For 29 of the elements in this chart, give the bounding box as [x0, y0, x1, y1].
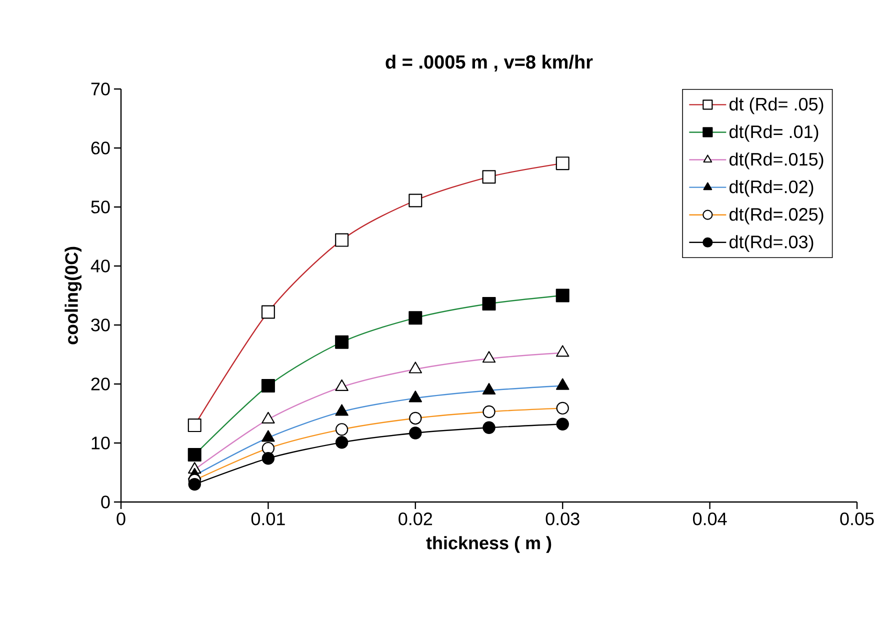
y-tick-label: 0	[101, 496, 110, 508]
legend-label: dt (Rd= .05)	[730, 97, 824, 114]
y-tick-label: 40	[90, 260, 110, 272]
x-tick-label: 0.05	[840, 512, 874, 526]
point	[482, 421, 496, 434]
legend-label: dt(Rd=.025)	[730, 208, 824, 224]
y-tick-label: 70	[91, 82, 110, 96]
chart-title: d = .0005 m , v=8 km/hr	[386, 54, 593, 72]
legend-label: dt(Rd=.02)	[730, 180, 814, 197]
y-tick-label: 30	[91, 318, 110, 332]
y-tick-label: 60	[91, 142, 110, 154]
x-tick-label: 0	[116, 512, 126, 526]
x-tick-label: 0.02	[398, 512, 432, 526]
point	[188, 478, 201, 491]
x-tick-label: 0.01	[251, 512, 285, 526]
x-tick-label: 0.03	[546, 512, 580, 526]
y-tick-label: 50	[91, 200, 110, 214]
x-axis-title: thickness ( m )	[426, 536, 552, 553]
legend-label: dt(Rd=.03)	[730, 235, 814, 252]
x-tick-label: 0.04	[692, 512, 727, 526]
y-tick-label: 20	[91, 378, 110, 390]
legend-label: dt(Rd=.015)	[730, 152, 824, 170]
point	[556, 418, 569, 430]
point	[409, 426, 422, 440]
point	[335, 436, 348, 449]
y-tick-label: 10	[92, 436, 110, 450]
legend-label: dt(Rd= .01)	[730, 124, 818, 142]
y-axis-title: cooling(0C)	[64, 246, 82, 344]
point	[262, 452, 275, 465]
